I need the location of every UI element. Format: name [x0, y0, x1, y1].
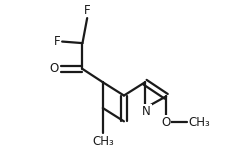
Text: CH₃: CH₃ [188, 116, 210, 129]
Text: O: O [161, 116, 170, 129]
Text: CH₃: CH₃ [92, 135, 113, 148]
Text: F: F [84, 3, 90, 16]
Text: O: O [50, 62, 59, 76]
Text: N: N [142, 105, 150, 118]
Text: F: F [54, 35, 60, 48]
